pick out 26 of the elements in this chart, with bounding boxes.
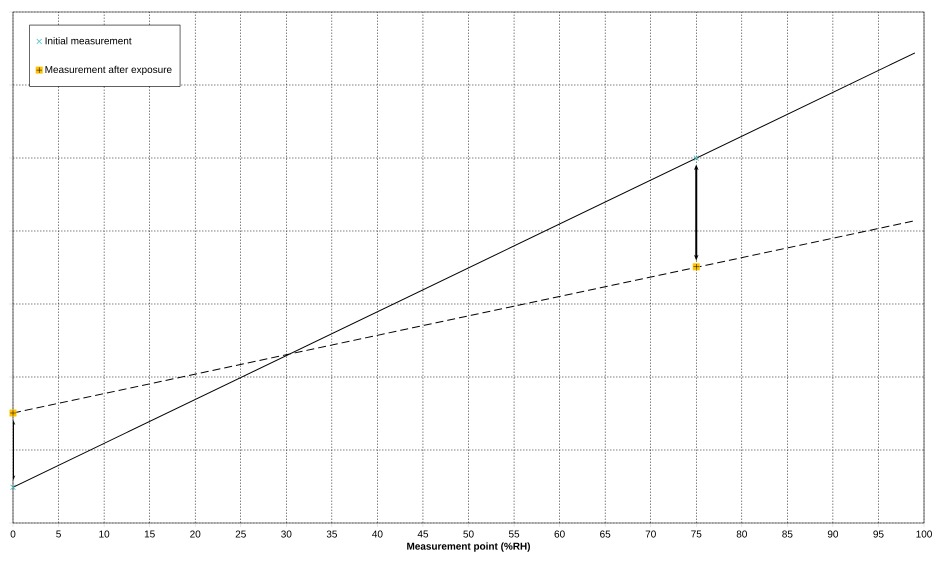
x-tick-label: 20: [190, 530, 200, 538]
x-tick-label: 45: [418, 530, 428, 538]
x-tick-label: 40: [372, 530, 383, 538]
x-tick-label: 85: [782, 530, 792, 538]
x-tick-label: 65: [600, 530, 610, 538]
x-tick-label: 15: [144, 530, 155, 538]
legend-label: Measurement after exposure: [46, 66, 172, 76]
x-tick-label: 55: [508, 530, 520, 538]
x-tick-label: 100: [916, 530, 932, 538]
x-tick-label: 70: [646, 530, 656, 538]
x-tick-label: 30: [281, 530, 292, 538]
x-axis-title: Measurement point (%RH): [407, 542, 530, 552]
legend-label: Initial measurement: [46, 37, 132, 44]
x-tick-label: 80: [736, 530, 747, 538]
x-tick-label: 95: [873, 530, 884, 538]
x-tick-label: 60: [554, 530, 565, 538]
point: [10, 484, 16, 490]
x-tick-label: 25: [236, 530, 246, 538]
point: [693, 155, 700, 162]
x-tick-label: 10: [99, 530, 110, 538]
x-tick-label: 35: [326, 530, 337, 538]
x-tick-label: 75: [691, 530, 702, 538]
x-tick-label: 90: [828, 530, 838, 538]
x-tick-label: 0: [10, 530, 16, 538]
x-tick-label: 5: [56, 530, 61, 538]
x-tick-label: 50: [463, 530, 474, 538]
